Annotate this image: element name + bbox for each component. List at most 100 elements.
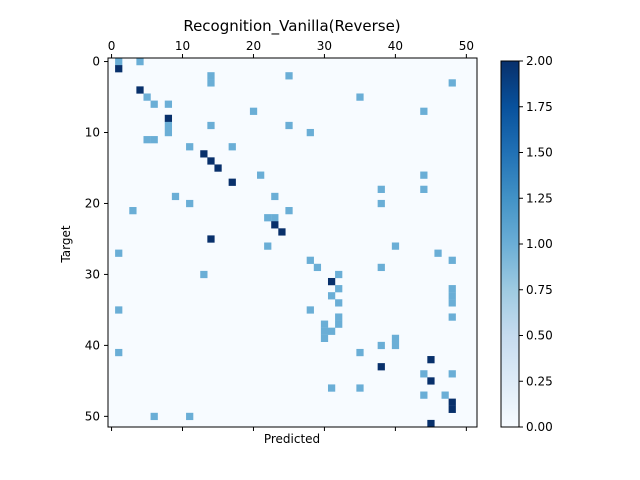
x-tick-label: 50: [459, 39, 474, 53]
y-tick-label: 30: [85, 267, 100, 281]
heatmap-cell: [427, 419, 435, 428]
heatmap-cell: [207, 235, 215, 243]
heatmap-cell: [264, 214, 272, 222]
heatmap-cell: [327, 327, 336, 335]
heatmap-cell: [420, 185, 428, 193]
heatmap-cell: [164, 114, 173, 123]
y-tick-label: 10: [85, 126, 100, 140]
heatmap-cell: [150, 100, 158, 108]
y-tick-label: 50: [85, 409, 100, 423]
heatmap-cell: [271, 192, 279, 201]
heatmap-cell: [327, 292, 336, 300]
heatmap-cell: [271, 214, 279, 222]
heatmap-cell: [200, 270, 208, 279]
heatmap-cell: [207, 157, 215, 165]
heatmap-cell: [115, 249, 123, 257]
heatmap-cell: [335, 285, 343, 293]
heatmap-cell: [164, 100, 173, 108]
heatmap-cell: [448, 292, 456, 300]
heatmap-cell: [320, 327, 329, 335]
heatmap-cell: [441, 391, 449, 399]
heatmap-cell: [115, 58, 123, 66]
x-axis-label: Predicted: [264, 432, 320, 446]
heatmap-cell: [171, 192, 180, 201]
heatmap-cell: [391, 334, 400, 342]
heatmap-cell: [228, 143, 236, 151]
colorbar-tick-label: 1.50: [526, 146, 553, 160]
heatmap-cell: [249, 107, 258, 115]
colorbar-tick-label: 1.25: [526, 191, 553, 205]
colorbar-tick-label: 1.75: [526, 100, 553, 114]
colorbar-tick-label: 0.75: [526, 283, 553, 297]
heatmap-cell: [427, 356, 435, 364]
heatmap-cell: [186, 143, 194, 151]
heatmap-cell: [377, 341, 385, 350]
heatmap-cell: [306, 256, 314, 264]
heatmap-cell: [420, 107, 428, 115]
heatmap-cell: [207, 72, 215, 80]
heatmap-cell: [164, 121, 173, 130]
heatmap-cell: [271, 221, 279, 229]
heatmap-cell: [228, 178, 236, 186]
heatmap-cell: [335, 299, 343, 307]
heatmap-cell: [420, 171, 428, 179]
colorbar-tick-label: 0.25: [526, 374, 553, 388]
chart-title: Recognition_Vanilla(Reverse): [183, 17, 400, 36]
heatmap-cell: [136, 58, 144, 66]
heatmap-cell: [143, 93, 151, 101]
heatmap-cell: [320, 334, 329, 342]
heatmap-cell: [377, 263, 385, 272]
heatmap-cell: [448, 313, 456, 321]
heatmap-cell: [427, 377, 435, 385]
heatmap-cell: [448, 370, 456, 378]
heatmap-cell: [327, 277, 336, 286]
y-axis-label: Target: [59, 225, 73, 263]
x-tick-label: 20: [246, 39, 261, 53]
plot-frame: [107, 57, 478, 428]
heatmap-cell: [420, 391, 428, 399]
heatmap-cell: [448, 398, 456, 406]
heatmap-cell: [285, 72, 293, 80]
heatmap-cell: [448, 256, 456, 264]
heatmap-cell: [335, 313, 343, 321]
heatmap-cell: [207, 121, 215, 130]
colorbar-tick-label: 0.00: [526, 420, 553, 434]
heatmap-cell: [327, 384, 336, 392]
y-tick-label: 40: [85, 338, 100, 352]
colorbar-tick-label: 2.00: [526, 54, 553, 68]
heatmap-cell: [335, 320, 343, 328]
heatmap-cell: [186, 412, 194, 421]
heatmap-cell: [164, 128, 173, 137]
heatmap-plot-area: 0 10 20 30 40 50 0 10 20 30 40 50: [85, 39, 478, 431]
heatmap-cell: [136, 86, 144, 94]
x-tick-label: 10: [175, 39, 190, 53]
heatmap-cell: [420, 370, 428, 378]
heatmap-cell: [214, 164, 222, 172]
heatmap-cell: [448, 285, 456, 293]
heatmap-cell: [377, 363, 385, 371]
heatmap-cell: [306, 306, 314, 314]
heatmap-cell: [115, 306, 123, 314]
colorbar-tick-label: 1.00: [526, 237, 553, 251]
y-tick-label: 0: [92, 55, 100, 69]
heatmap-cell: [278, 228, 286, 236]
heatmap-cell: [285, 121, 293, 130]
heatmap-cell: [143, 136, 151, 144]
heatmap-cell: [448, 79, 456, 87]
heatmap-cell: [186, 199, 194, 208]
y-tick-label: 20: [85, 196, 100, 210]
colorbar-gradient: [500, 60, 520, 428]
heatmap-cell: [200, 150, 208, 158]
heatmap-cell: [320, 320, 329, 328]
heatmap-cell: [129, 207, 137, 215]
heatmap-cell: [115, 65, 123, 73]
x-tick-label: 30: [317, 39, 332, 53]
heatmap-cell: [448, 405, 456, 413]
heatmap-cell: [377, 199, 385, 208]
heatmap-cell: [356, 93, 364, 101]
heatmap-cell: [150, 136, 158, 144]
heatmap-cell: [264, 242, 272, 250]
x-tick-label: 40: [388, 39, 403, 53]
heatmap-cell: [313, 263, 322, 272]
colorbar-tick-label: 0.50: [526, 329, 553, 343]
